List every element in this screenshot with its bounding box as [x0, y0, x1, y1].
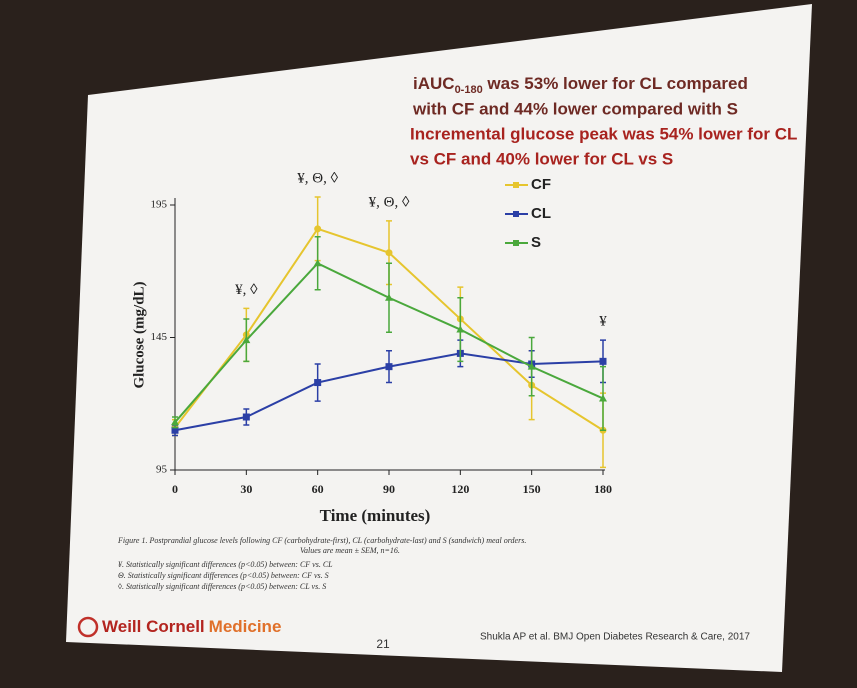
footnote: ◊. Statistically significant differences…	[118, 582, 326, 591]
marker	[242, 413, 250, 421]
y-tick-label: 195	[151, 199, 168, 211]
headline-text: was 53% lower for CL compared	[483, 74, 748, 93]
marker	[314, 379, 322, 387]
logo-text: Medicine	[209, 617, 282, 636]
marker	[314, 225, 322, 233]
headline-line: Incremental glucose peak was 54% lower f…	[410, 124, 797, 143]
citation: Shukla AP et al. BMJ Open Diabetes Resea…	[480, 632, 750, 643]
marker	[385, 249, 393, 257]
slide	[66, 4, 812, 672]
logo-text: Weill Cornell	[102, 617, 205, 636]
y-tick-label: 95	[156, 464, 168, 476]
page-number: 21	[376, 637, 390, 651]
x-tick-label: 90	[383, 482, 395, 496]
legend-marker	[513, 211, 519, 217]
y-axis-title: Glucose (mg/dL)	[131, 281, 147, 388]
marker	[313, 259, 322, 267]
x-tick-label: 60	[312, 482, 324, 496]
footnote: Θ. Statistically significant differences…	[118, 571, 329, 580]
x-tick-label: 120	[451, 482, 469, 496]
marker	[171, 418, 179, 426]
annotation: ¥	[599, 314, 607, 330]
headline-line: with CF and 44% lower compared with S	[412, 99, 738, 118]
legend-label: S	[531, 234, 541, 251]
x-tick-label: 150	[523, 482, 541, 496]
logo-mark	[77, 616, 99, 638]
marker	[599, 357, 607, 365]
annotation: ¥, Θ, ◊	[297, 170, 338, 186]
x-axis-title: Time (minutes)	[320, 506, 431, 525]
legend-label: CL	[531, 205, 551, 222]
legend-marker	[513, 240, 519, 246]
marker	[171, 426, 179, 434]
marker	[385, 293, 393, 301]
headline-line: iAUC0-180 was 53% lower for CL compared	[413, 74, 748, 95]
marker	[385, 363, 393, 371]
legend-label: CF	[531, 176, 551, 193]
headline-line: vs CF and 40% lower for CL vs S	[410, 149, 673, 168]
headline-prefix: iAUC	[413, 74, 455, 93]
headline: iAUC0-180 was 53% lower for CL compared …	[410, 74, 797, 168]
annotation: ¥, Θ, ◊	[369, 194, 410, 210]
legend-marker	[513, 182, 519, 188]
marker	[599, 394, 607, 402]
footnote: ¥. Statistically significant differences…	[118, 560, 333, 569]
caption: Figure 1. Postprandial glucose levels fo…	[117, 536, 526, 591]
x-tick-label: 30	[240, 482, 252, 496]
marker	[456, 325, 465, 333]
y-tick-label: 145	[151, 331, 168, 343]
marker	[242, 336, 251, 344]
x-tick-label: 180	[594, 482, 612, 496]
caption-line: Figure 1. Postprandial glucose levels fo…	[117, 536, 526, 545]
marker	[527, 362, 536, 370]
caption-line: Values are mean ± SEM, n=16.	[300, 546, 400, 555]
headline-subscript: 0-180	[455, 84, 483, 96]
x-tick-label: 0	[172, 482, 178, 496]
logo: Weill Cornell Medicine	[102, 617, 281, 636]
annotation: ¥, ◊	[235, 282, 258, 298]
